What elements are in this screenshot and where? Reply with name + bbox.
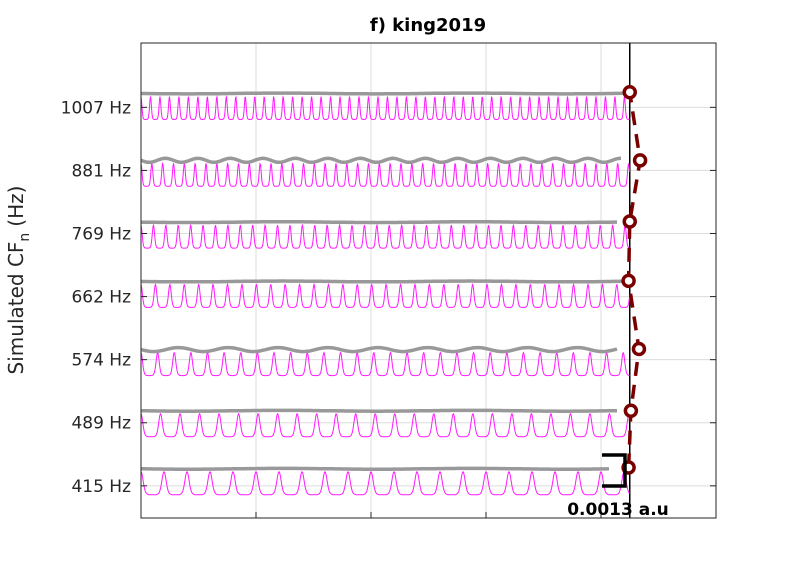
y-tick-label: 662 Hz — [71, 288, 131, 308]
marker-489 — [623, 403, 639, 419]
y-tick-label: 1007 Hz — [61, 98, 131, 118]
scale-bar — [602, 453, 627, 488]
y-tick-label: 415 Hz — [71, 477, 131, 497]
waveform-1007 — [140, 94, 630, 120]
envelope-489 — [141, 408, 617, 413]
traces — [140, 91, 630, 496]
envelope-662 — [140, 279, 630, 284]
markers — [621, 84, 648, 475]
waveform-662 — [140, 282, 630, 308]
y-tick-label: 881 Hz — [71, 161, 131, 181]
envelope-415 — [141, 466, 610, 471]
marker-1007 — [622, 84, 637, 100]
marker-881 — [632, 153, 648, 168]
marker-769 — [622, 214, 637, 229]
y-tick-label: 489 Hz — [71, 414, 131, 434]
envelope-574 — [140, 345, 618, 354]
waveform-769 — [140, 223, 630, 249]
waveform-574 — [140, 351, 630, 377]
envelope-881 — [140, 156, 622, 165]
envelope-1007 — [141, 91, 629, 96]
waveform-415 — [140, 471, 630, 496]
marker-662 — [621, 273, 636, 289]
y-ticks: 415 Hz 489 Hz 574 Hz 662 Hz 769 Hz 881 Hz 1007… — [61, 98, 716, 518]
envelope-769 — [141, 220, 617, 225]
waveform-881 — [140, 161, 630, 187]
scale-bar-label: 0.0013 a.u — [567, 500, 669, 520]
y-axis-label: Simulated CFn(Hz) — [4, 186, 33, 375]
waveform-489 — [140, 412, 630, 438]
y-tick-label: 574 Hz — [71, 351, 131, 371]
marker-574 — [631, 341, 647, 357]
plot-frame — [140, 42, 717, 519]
y-tick-label: 769 Hz — [71, 225, 131, 245]
chart-title: f) king2019 — [370, 15, 486, 36]
